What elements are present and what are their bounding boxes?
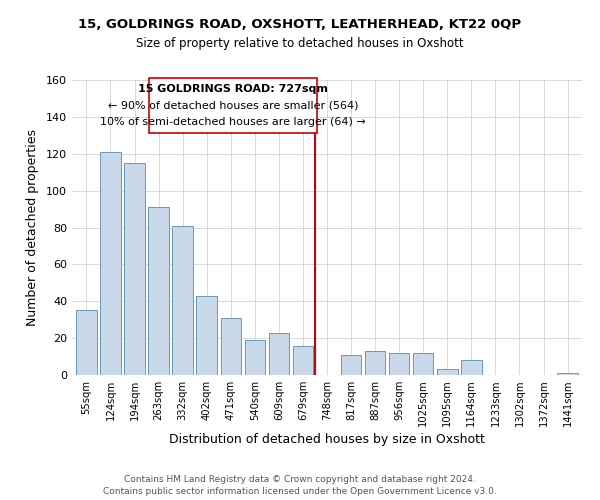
Bar — [245, 340, 265, 375]
Bar — [196, 296, 217, 375]
Bar — [557, 373, 578, 375]
Bar — [341, 354, 361, 375]
Y-axis label: Number of detached properties: Number of detached properties — [26, 129, 39, 326]
Text: ← 90% of detached houses are smaller (564): ← 90% of detached houses are smaller (56… — [108, 100, 358, 110]
Bar — [389, 353, 409, 375]
Text: Size of property relative to detached houses in Oxshott: Size of property relative to detached ho… — [136, 38, 464, 51]
Bar — [365, 351, 385, 375]
Bar — [148, 207, 169, 375]
Text: Contains HM Land Registry data © Crown copyright and database right 2024.: Contains HM Land Registry data © Crown c… — [124, 475, 476, 484]
FancyBboxPatch shape — [149, 78, 317, 134]
Bar — [269, 332, 289, 375]
Bar — [100, 152, 121, 375]
Bar — [172, 226, 193, 375]
Text: 15 GOLDRINGS ROAD: 727sqm: 15 GOLDRINGS ROAD: 727sqm — [138, 84, 328, 94]
Bar — [124, 163, 145, 375]
Bar — [293, 346, 313, 375]
Bar — [221, 318, 241, 375]
Bar — [461, 360, 482, 375]
Bar — [437, 370, 458, 375]
Bar — [413, 353, 433, 375]
Bar — [76, 310, 97, 375]
Text: 15, GOLDRINGS ROAD, OXSHOTT, LEATHERHEAD, KT22 0QP: 15, GOLDRINGS ROAD, OXSHOTT, LEATHERHEAD… — [79, 18, 521, 30]
X-axis label: Distribution of detached houses by size in Oxshott: Distribution of detached houses by size … — [169, 434, 485, 446]
Text: 10% of semi-detached houses are larger (64) →: 10% of semi-detached houses are larger (… — [100, 117, 366, 127]
Text: Contains public sector information licensed under the Open Government Licence v3: Contains public sector information licen… — [103, 487, 497, 496]
